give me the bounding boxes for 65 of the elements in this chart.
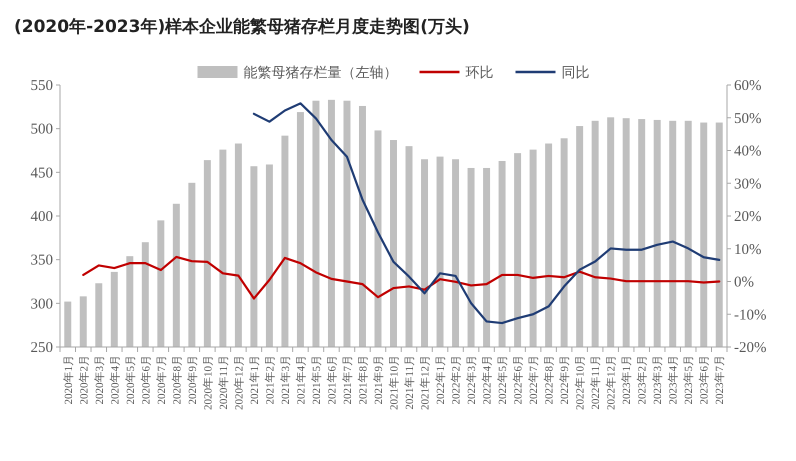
y-tick-label: 500 [30,122,53,138]
y2-tick-label: 60% [734,78,762,94]
x-tick-label: 2020年2月 [78,355,90,404]
x-tick-label: 2021年9月 [372,355,385,404]
x-tick-label: 2023年2月 [636,355,649,404]
legend-label: 环比 [466,65,494,81]
x-tick-label: 2021年5月 [310,355,323,404]
y2-tick-label: 50% [734,110,762,127]
x-tick-label: 2020年11月 [218,355,230,410]
line-series [82,256,720,300]
x-tick-label: 2020年7月 [156,355,168,404]
x-tick-label: 2020年6月 [140,355,152,404]
x-tick-label: 2022年7月 [528,355,540,404]
x-tick-label: 2022年11月 [590,355,602,410]
x-tick-label: 2021年11月 [404,355,416,410]
x-tick-label: 2022年8月 [544,355,556,404]
x-tick-label: 2022年6月 [512,355,525,404]
y-tick-label: 400 [30,209,53,225]
x-tick-label: 2021年7月 [342,355,354,404]
x-tick-label: 2022年4月 [482,355,494,404]
y-tick-label: 300 [30,296,53,312]
x-tick-label: 2020年8月 [171,355,184,404]
x-tick-label: 2020年3月 [94,355,106,404]
legend-label: 能繁母猪存栏量（左轴） [244,65,398,81]
x-tick-label: 2021年4月 [295,355,308,404]
x-tick-label: 2022年2月 [450,355,463,404]
x-tick-label: 2021年8月 [357,355,370,404]
x-tick-label: 2021年12月 [420,355,432,410]
x-tick-label: 2021年10月 [388,355,400,410]
x-tick-label: 2020年1月 [62,355,75,404]
y-tick-label: 350 [30,252,53,269]
x-tick-label: 2022年5月 [497,355,510,404]
y-tick-label: 450 [30,165,53,182]
chart-title: (2020年-2023年)样本企业能繁母猪存栏月度走势图(万头) [14,17,470,37]
x-tick-label: 2020年9月 [186,355,199,404]
x-tick-label: 2021年2月 [264,355,276,404]
x-tick-label: 2020年12月 [233,355,246,410]
y-tick-label: 250 [30,340,53,356]
x-tick-label: 2022年3月 [466,355,478,404]
x-tick-label: 2021年3月 [280,355,292,404]
y2-tick-label: 10% [734,242,762,258]
legend-label: 同比 [562,65,590,81]
y2-tick-label: 0% [734,274,754,290]
x-tick-label: 2021年1月 [248,355,261,404]
x-tick-label: 2023年6月 [698,355,711,404]
x-tick-label: 2021年6月 [326,355,338,404]
y2-tick-label: -10% [734,307,766,324]
x-tick-label: 2023年5月 [683,355,696,404]
x-tick-label: 2023年3月 [652,355,664,404]
x-tick-label: 2023年4月 [668,355,680,404]
x-tick-label: 2022年10月 [574,355,587,410]
x-tick-label: 2020年5月 [124,355,137,404]
x-tick-label: 2022年9月 [559,355,572,404]
x-tick-label: 2020年10月 [202,355,214,410]
y2-tick-label: 30% [734,176,762,192]
x-tick-label: 2022年1月 [435,355,448,404]
x-tick-label: 2022年12月 [606,355,618,410]
y-tick-label: 550 [30,78,53,94]
x-tick-label: 2023年7月 [714,355,726,404]
x-tick-label: 2023年1月 [621,355,634,404]
x-tick-label: 2020年4月 [109,355,122,404]
y2-tick-label: 40% [734,144,762,160]
line-series [252,102,720,324]
y2-tick-label: -20% [734,340,766,356]
y2-tick-label: 20% [734,209,762,225]
